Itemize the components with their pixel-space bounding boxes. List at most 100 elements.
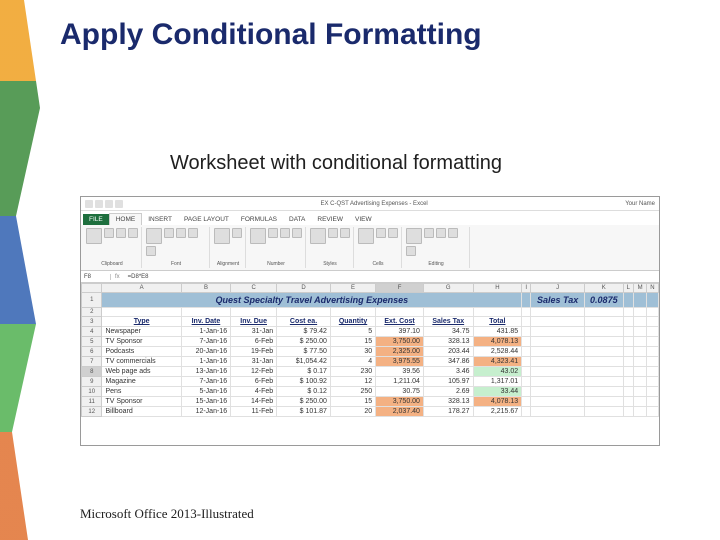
column-header[interactable]: D	[277, 284, 331, 293]
qat-icon[interactable]	[105, 200, 113, 208]
data-cell[interactable]: TV Sponsor	[102, 337, 181, 347]
data-cell[interactable]: $1,054.42	[277, 357, 331, 367]
row-header[interactable]: 8	[82, 367, 102, 377]
data-cell[interactable]: $ 77.50	[277, 347, 331, 357]
data-cell[interactable]: TV commercials	[102, 357, 181, 367]
data-cell[interactable]: 3,750.00	[376, 397, 424, 407]
data-cell[interactable]: 7-Jan-16	[181, 337, 230, 347]
ribbon-tab-home[interactable]: HOME	[109, 213, 143, 225]
data-cell[interactable]: 3.46	[423, 367, 473, 377]
ribbon-btn[interactable]	[104, 228, 114, 238]
data-cell[interactable]: 1,211.04	[376, 377, 424, 387]
data-cell[interactable]: $ 0.12	[277, 387, 331, 397]
ribbon-btn[interactable]	[86, 228, 102, 244]
column-header[interactable]: K	[585, 284, 623, 293]
data-cell[interactable]: 13-Jan-16	[181, 367, 230, 377]
data-cell[interactable]: 328.13	[423, 337, 473, 347]
ribbon-btn[interactable]	[176, 228, 186, 238]
data-cell[interactable]: 178.27	[423, 407, 473, 417]
data-cell[interactable]: 1,317.01	[473, 377, 522, 387]
row-header[interactable]: 4	[82, 327, 102, 337]
ribbon-tab-data[interactable]: DATA	[283, 214, 311, 225]
data-cell[interactable]: Pens	[102, 387, 181, 397]
data-cell[interactable]: 7-Jan-16	[181, 377, 230, 387]
ribbon-tab-page-layout[interactable]: PAGE LAYOUT	[178, 214, 235, 225]
data-cell[interactable]: 1-Jan-16	[181, 327, 230, 337]
data-cell[interactable]: 11-Feb	[231, 407, 277, 417]
column-header[interactable]: M	[634, 284, 647, 293]
ribbon-btn[interactable]	[128, 228, 138, 238]
data-cell[interactable]: 6-Feb	[231, 337, 277, 347]
data-cell[interactable]: 4	[330, 357, 375, 367]
data-cell[interactable]: 2,215.67	[473, 407, 522, 417]
data-cell[interactable]: 19-Feb	[231, 347, 277, 357]
data-cell[interactable]: Web page ads	[102, 367, 181, 377]
data-cell[interactable]: 4,323.41	[473, 357, 522, 367]
ribbon-btn[interactable]	[214, 228, 230, 244]
ribbon-tab-insert[interactable]: INSERT	[142, 214, 178, 225]
data-cell[interactable]: 15	[330, 397, 375, 407]
data-cell[interactable]: 14-Feb	[231, 397, 277, 407]
row-header[interactable]: 12	[82, 407, 102, 417]
ribbon-btn[interactable]	[424, 228, 434, 238]
column-header[interactable]: F	[376, 284, 424, 293]
data-cell[interactable]: 31-Jan	[231, 357, 277, 367]
data-cell[interactable]: 431.85	[473, 327, 522, 337]
data-cell[interactable]: 33.44	[473, 387, 522, 397]
data-cell[interactable]: 2,325.00	[376, 347, 424, 357]
data-cell[interactable]: 12-Feb	[231, 367, 277, 377]
ribbon-btn[interactable]	[436, 228, 446, 238]
ribbon-btn[interactable]	[116, 228, 126, 238]
column-header[interactable]	[82, 284, 102, 293]
data-cell[interactable]: 5	[330, 327, 375, 337]
data-cell[interactable]: 3,975.55	[376, 357, 424, 367]
data-cell[interactable]: $ 250.00	[277, 397, 331, 407]
column-header[interactable]: H	[473, 284, 522, 293]
data-cell[interactable]: 203.44	[423, 347, 473, 357]
data-cell[interactable]: 30.75	[376, 387, 424, 397]
ribbon-tab-view[interactable]: VIEW	[349, 214, 378, 225]
data-cell[interactable]: 20-Jan-16	[181, 347, 230, 357]
data-cell[interactable]: 39.56	[376, 367, 424, 377]
data-cell[interactable]: 4,078.13	[473, 397, 522, 407]
qat-icon[interactable]	[95, 200, 103, 208]
data-cell[interactable]: $ 0.17	[277, 367, 331, 377]
data-cell[interactable]: 30	[330, 347, 375, 357]
data-cell[interactable]: $ 250.00	[277, 337, 331, 347]
name-box[interactable]: F8	[81, 274, 111, 280]
ribbon-btn[interactable]	[232, 228, 242, 238]
row-header[interactable]: 11	[82, 397, 102, 407]
qat-icon[interactable]	[85, 200, 93, 208]
row-header[interactable]: 10	[82, 387, 102, 397]
fx-icon[interactable]: fx	[111, 274, 124, 280]
row-header[interactable]: 3	[82, 317, 102, 327]
row-header[interactable]: 5	[82, 337, 102, 347]
data-cell[interactable]: Newspaper	[102, 327, 181, 337]
column-header[interactable]: J	[531, 284, 585, 293]
data-cell[interactable]: 3,750.00	[376, 337, 424, 347]
formula-input[interactable]: =D8*E8	[124, 274, 153, 280]
column-header[interactable]: E	[330, 284, 375, 293]
data-cell[interactable]: 15-Jan-16	[181, 397, 230, 407]
ribbon-btn[interactable]	[328, 228, 338, 238]
column-header[interactable]: G	[423, 284, 473, 293]
data-cell[interactable]: 12	[330, 377, 375, 387]
data-cell[interactable]: Magazine	[102, 377, 181, 387]
ribbon-btn[interactable]	[250, 228, 266, 244]
data-cell[interactable]: 1-Jan-16	[181, 357, 230, 367]
qat-icon[interactable]	[115, 200, 123, 208]
ribbon-btn[interactable]	[406, 228, 422, 244]
data-cell[interactable]: 20	[330, 407, 375, 417]
ribbon-tab-review[interactable]: REVIEW	[311, 214, 349, 225]
data-cell[interactable]: $ 100.92	[277, 377, 331, 387]
ribbon-btn[interactable]	[376, 228, 386, 238]
data-cell[interactable]: 5-Jan-16	[181, 387, 230, 397]
data-cell[interactable]: 2.69	[423, 387, 473, 397]
data-cell[interactable]: 2,037.40	[376, 407, 424, 417]
worksheet-grid[interactable]: ABCDEFGHIJKLMN1Quest Specialty Travel Ad…	[81, 283, 659, 445]
data-cell[interactable]: Billboard	[102, 407, 181, 417]
ribbon-btn[interactable]	[164, 228, 174, 238]
ribbon-btn[interactable]	[188, 228, 198, 238]
data-cell[interactable]: 31-Jan	[231, 327, 277, 337]
data-cell[interactable]: 105.97	[423, 377, 473, 387]
